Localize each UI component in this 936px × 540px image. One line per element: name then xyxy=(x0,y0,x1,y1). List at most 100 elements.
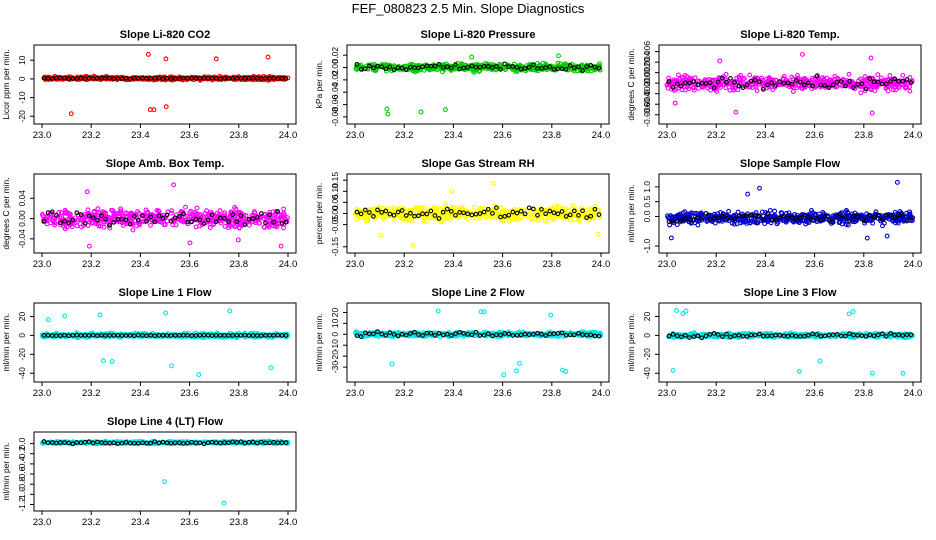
reference-point xyxy=(543,333,548,338)
data-point xyxy=(677,217,683,223)
data-point xyxy=(719,218,725,224)
reference-point xyxy=(769,217,774,223)
reference-point xyxy=(168,218,174,224)
data-point xyxy=(794,85,800,91)
data-point xyxy=(539,214,545,220)
data-point xyxy=(766,214,772,220)
reference-point xyxy=(834,213,840,219)
reference-point xyxy=(863,86,869,92)
reference-point xyxy=(522,65,528,71)
x-tick-label: 23.0 xyxy=(346,388,365,399)
y-tick-label: -20 xyxy=(17,348,27,361)
data-point xyxy=(781,73,787,79)
data-point xyxy=(718,210,723,215)
scatter-series xyxy=(664,179,916,241)
data-point xyxy=(118,206,124,212)
x-tick-label: 23.4 xyxy=(756,130,775,141)
data-point xyxy=(738,72,744,78)
outlier-point xyxy=(84,189,90,195)
y-tick-label: 0.02 xyxy=(330,47,340,64)
reference-series xyxy=(666,210,914,225)
reference-point xyxy=(197,332,203,338)
data-point xyxy=(812,212,818,218)
data-point xyxy=(846,71,852,77)
reference-point xyxy=(283,333,289,338)
reference-series xyxy=(354,329,602,339)
data-point xyxy=(675,72,681,78)
reference-point xyxy=(258,76,264,81)
reference-point xyxy=(387,64,393,70)
plot-frame xyxy=(658,44,922,125)
data-point xyxy=(44,221,50,227)
data-point xyxy=(747,72,753,78)
outlier-point xyxy=(478,309,484,315)
data-point xyxy=(90,217,95,223)
reference-point xyxy=(485,64,491,69)
data-point xyxy=(510,66,515,72)
data-point xyxy=(266,224,272,230)
data-point xyxy=(81,218,87,224)
reference-point xyxy=(567,212,573,218)
data-point xyxy=(555,64,561,70)
reference-point xyxy=(859,216,865,222)
reference-point xyxy=(518,332,524,338)
y-axis-label: degrees C per min. xyxy=(626,48,636,120)
reference-point xyxy=(181,211,186,217)
reference-point xyxy=(777,215,783,221)
y-tick-label: 0.00 xyxy=(330,59,340,76)
reference-point xyxy=(271,219,276,225)
reference-point xyxy=(843,83,848,89)
reference-point xyxy=(131,214,137,219)
reference-point xyxy=(531,331,536,337)
reference-point xyxy=(148,214,153,220)
reference-point xyxy=(748,78,754,84)
reference-point xyxy=(490,65,495,70)
reference-point xyxy=(358,334,364,339)
outlier-point xyxy=(278,243,284,249)
reference-point xyxy=(461,331,466,336)
reference-point xyxy=(436,216,442,221)
x-tick-label: 23.6 xyxy=(493,388,512,399)
y-tick-label: 0.00 xyxy=(17,210,27,227)
x-tick-label: 24.0 xyxy=(279,388,298,399)
reference-point xyxy=(588,213,594,219)
reference-point xyxy=(789,215,795,221)
reference-point xyxy=(99,213,104,219)
data-point xyxy=(686,86,692,92)
reference-point xyxy=(465,64,471,70)
data-point xyxy=(747,84,753,90)
reference-point xyxy=(900,78,906,84)
reference-point xyxy=(888,212,893,218)
data-point xyxy=(556,204,562,210)
reference-point xyxy=(440,209,446,215)
reference-point xyxy=(765,210,770,216)
outlier-point xyxy=(109,359,115,364)
data-point xyxy=(726,208,732,214)
y-tick-label: -20 xyxy=(642,348,652,361)
reference-point xyxy=(679,83,684,89)
reference-point xyxy=(428,330,434,336)
data-point xyxy=(222,210,228,216)
data-point xyxy=(907,88,913,94)
reference-point xyxy=(822,213,828,219)
reference-point xyxy=(514,210,520,216)
data-point xyxy=(477,206,483,212)
data-point xyxy=(588,68,594,74)
reference-point xyxy=(695,82,701,88)
data-point xyxy=(204,208,210,214)
reference-point xyxy=(514,64,520,70)
x-tick-label: 23.2 xyxy=(395,130,414,141)
reference-point xyxy=(213,219,219,225)
reference-point xyxy=(78,212,84,217)
reference-point xyxy=(481,209,487,215)
outlier-point xyxy=(163,310,169,316)
reference-point xyxy=(164,212,170,218)
reference-point xyxy=(90,332,96,338)
reference-point xyxy=(371,214,376,219)
data-point xyxy=(443,202,449,207)
data-point xyxy=(236,210,242,216)
reference-point xyxy=(432,333,438,338)
reference-series xyxy=(354,61,602,73)
data-point xyxy=(354,331,360,337)
data-point xyxy=(865,217,871,223)
